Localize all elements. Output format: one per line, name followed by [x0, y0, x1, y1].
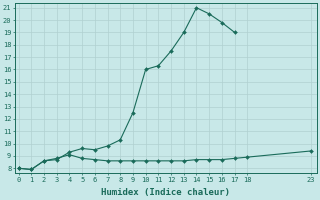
X-axis label: Humidex (Indice chaleur): Humidex (Indice chaleur) — [101, 188, 230, 197]
